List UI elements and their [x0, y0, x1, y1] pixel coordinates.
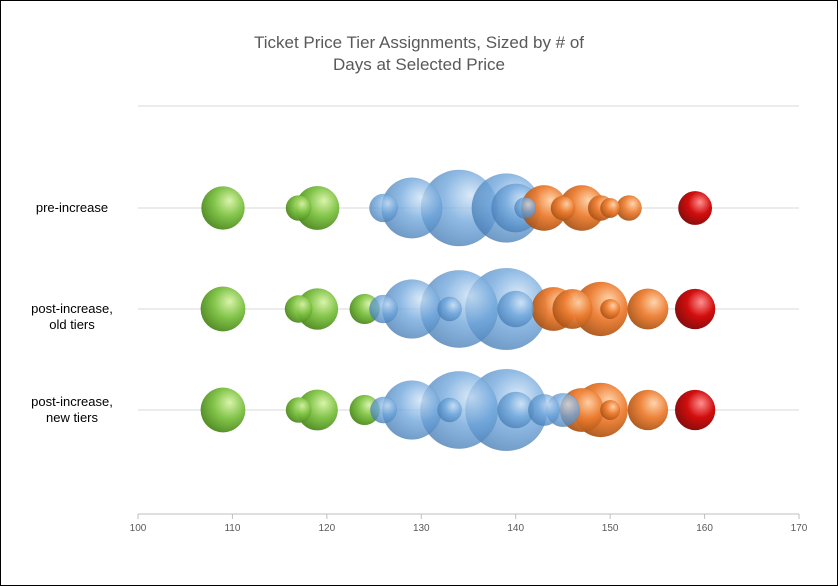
category-label-line: post-increase,: [31, 301, 113, 316]
bubble-blue: [527, 393, 561, 427]
bubble-orange: [600, 298, 621, 320]
x-tick-label: 120: [319, 523, 336, 534]
category-label-line: pre-increase: [35, 200, 109, 215]
bubble-red: [674, 288, 716, 330]
bubble-orange: [600, 197, 621, 219]
x-tick-label: 160: [696, 523, 713, 534]
bubble-green: [200, 387, 246, 433]
bubble-green: [201, 186, 245, 230]
x-tick-label: 110: [224, 523, 240, 534]
category-label-pre-increase: pre-increase: [12, 200, 132, 216]
bubble-blue: [514, 197, 537, 219]
bubble-green: [285, 195, 312, 221]
bubble-blue: [369, 193, 398, 223]
bubble-green: [284, 295, 313, 323]
chart-title-line-2: Days at Selected Price: [333, 55, 505, 74]
x-tick-label: 130: [413, 523, 430, 534]
x-tick-label: 100: [130, 523, 147, 534]
bubble-orange: [600, 399, 621, 421]
x-tick-label: 140: [507, 523, 524, 534]
bubble-blue: [437, 296, 462, 322]
category-label-line: old tiers: [49, 317, 95, 332]
bubble-green: [200, 286, 246, 332]
x-tick-label: 170: [791, 523, 808, 534]
bubble-orange: [627, 288, 669, 330]
category-label-line: post-increase,: [31, 394, 113, 409]
category-label-post-increase-new-tiers: post-increase, new tiers: [12, 394, 132, 426]
category-label-line: new tiers: [45, 410, 99, 425]
bubble-orange: [627, 389, 669, 431]
bubble-red: [678, 190, 713, 226]
bubble-orange: [550, 195, 576, 221]
category-label-post-increase-old-tiers: post-increase, old tiers: [12, 301, 132, 333]
x-tick-label: 150: [602, 523, 619, 534]
bubble-blue: [497, 290, 535, 328]
bubble-blue: [437, 397, 462, 423]
chart-title-line-1: Ticket Price Tier Assignments, Sized by …: [253, 33, 585, 52]
bubble-blue: [370, 396, 397, 424]
bubble-blue: [369, 294, 398, 324]
bubble-green: [285, 397, 312, 423]
bubble-orange: [552, 288, 593, 330]
bubble-red: [674, 389, 716, 431]
